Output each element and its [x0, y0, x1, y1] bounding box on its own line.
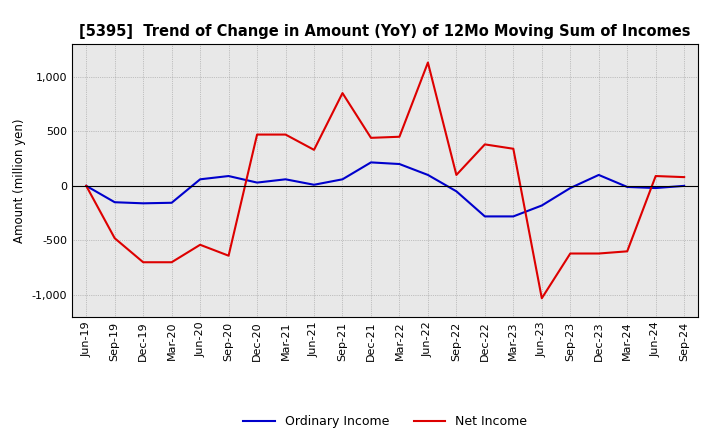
Ordinary Income	[537, 203, 546, 208]
Ordinary Income	[139, 201, 148, 206]
Net Income	[595, 251, 603, 256]
Ordinary Income	[82, 183, 91, 188]
Ordinary Income	[480, 214, 489, 219]
Net Income	[395, 134, 404, 139]
Ordinary Income	[282, 177, 290, 182]
Ordinary Income	[225, 173, 233, 179]
Line: Net Income: Net Income	[86, 62, 684, 298]
Net Income	[253, 132, 261, 137]
Net Income	[566, 251, 575, 256]
Net Income	[480, 142, 489, 147]
Ordinary Income	[167, 200, 176, 205]
Ordinary Income	[623, 184, 631, 190]
Net Income	[310, 147, 318, 153]
Net Income	[366, 135, 375, 140]
Net Income	[509, 146, 518, 151]
Ordinary Income	[196, 177, 204, 182]
Net Income	[338, 91, 347, 96]
Net Income	[537, 296, 546, 301]
Legend: Ordinary Income, Net Income: Ordinary Income, Net Income	[238, 411, 532, 433]
Ordinary Income	[110, 200, 119, 205]
Y-axis label: Amount (million yen): Amount (million yen)	[13, 118, 26, 242]
Ordinary Income	[310, 182, 318, 187]
Title: [5395]  Trend of Change in Amount (YoY) of 12Mo Moving Sum of Incomes: [5395] Trend of Change in Amount (YoY) o…	[79, 24, 691, 39]
Ordinary Income	[509, 214, 518, 219]
Net Income	[282, 132, 290, 137]
Line: Ordinary Income: Ordinary Income	[86, 162, 684, 216]
Net Income	[423, 60, 432, 65]
Ordinary Income	[595, 172, 603, 178]
Net Income	[110, 235, 119, 241]
Ordinary Income	[423, 172, 432, 178]
Ordinary Income	[452, 189, 461, 194]
Ordinary Income	[338, 177, 347, 182]
Net Income	[652, 173, 660, 179]
Net Income	[225, 253, 233, 258]
Net Income	[623, 249, 631, 254]
Net Income	[82, 183, 91, 188]
Net Income	[139, 260, 148, 265]
Ordinary Income	[680, 183, 688, 188]
Ordinary Income	[652, 185, 660, 191]
Net Income	[452, 172, 461, 178]
Net Income	[167, 260, 176, 265]
Ordinary Income	[366, 160, 375, 165]
Ordinary Income	[566, 185, 575, 191]
Ordinary Income	[395, 161, 404, 167]
Net Income	[680, 175, 688, 180]
Net Income	[196, 242, 204, 247]
Ordinary Income	[253, 180, 261, 185]
